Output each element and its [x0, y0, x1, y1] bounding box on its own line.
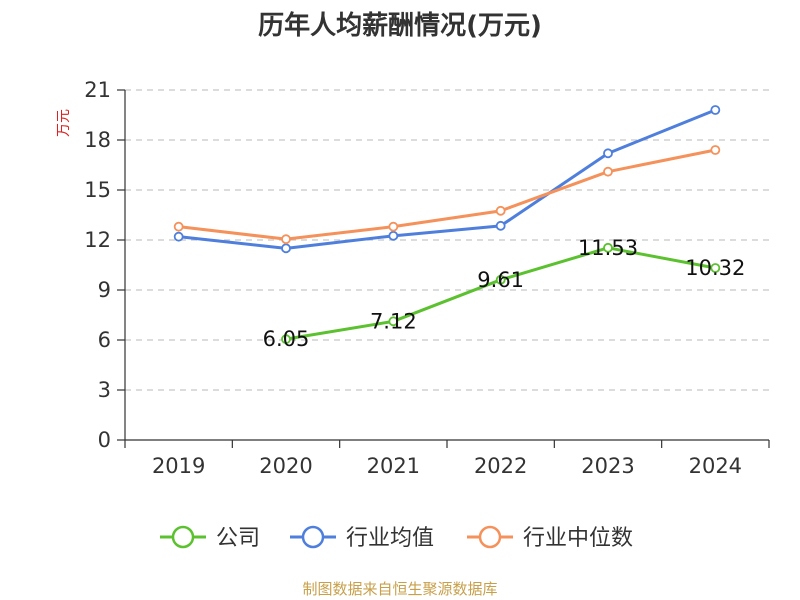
point-公司-2022[interactable]	[495, 274, 506, 285]
point-行业中位数-2019[interactable]	[173, 221, 184, 232]
point-行业均值-2019[interactable]	[173, 231, 184, 242]
y-axis-label: 万元	[56, 109, 72, 137]
data-label-2020: 6.05	[263, 327, 310, 351]
legend-label-行业中位数: 行业中位数	[523, 526, 633, 551]
x-tick-label-2019: 2019	[152, 454, 205, 478]
point-公司-2024[interactable]	[710, 263, 721, 273]
point-行业中位数-2024[interactable]	[710, 145, 721, 155]
y-tick-label-3: 3	[98, 378, 111, 402]
point-行业均值-2021[interactable]	[388, 230, 399, 241]
legend-marker-公司	[171, 525, 195, 549]
x-tick-label-2023: 2023	[581, 454, 634, 478]
data-label-2022: 9.61	[477, 268, 524, 292]
point-行业均值-2020[interactable]	[281, 243, 291, 254]
series-group	[173, 105, 721, 345]
y-ticks: 0 3 6 9 12 15 18 21	[84, 78, 125, 452]
point-行业均值-2024[interactable]	[710, 105, 721, 115]
point-行业均值-2022[interactable]	[495, 220, 506, 231]
point-公司-2023[interactable]	[603, 242, 613, 253]
y-tick-label-9: 9	[98, 278, 111, 302]
point-公司-2020[interactable]	[281, 334, 291, 345]
data-label-2023: 11.53	[578, 236, 638, 260]
y-tick-label-0: 0	[98, 428, 111, 452]
source-note: 制图数据来自恒生聚源数据库	[302, 580, 497, 598]
legend[interactable]: 公司 行业均值 行业中位数	[160, 525, 633, 551]
data-label-2021: 7.12	[370, 309, 417, 333]
x-tick-label-2024: 2024	[689, 454, 742, 478]
data-labels: 6.05 7.12 9.61 11.53 10.32	[263, 236, 746, 351]
data-label-2024: 10.32	[685, 256, 745, 280]
point-行业中位数-2020[interactable]	[281, 234, 291, 245]
grid-lines	[125, 89, 769, 391]
y-tick-label-6: 6	[98, 328, 111, 352]
x-tick-label-2021: 2021	[367, 454, 420, 478]
point-行业中位数-2023[interactable]	[603, 166, 613, 177]
y-tick-label-15: 15	[84, 178, 111, 202]
point-行业均值-2023[interactable]	[603, 148, 613, 159]
legend-item-行业均值[interactable]: 行业均值	[290, 525, 434, 551]
y-tick-label-18: 18	[84, 128, 111, 152]
legend-label-行业均值: 行业均值	[346, 526, 434, 551]
y-tick-label-12: 12	[84, 228, 111, 252]
point-行业中位数-2021[interactable]	[388, 221, 399, 232]
series-line-公司	[285, 246, 716, 341]
legend-label-公司: 公司	[216, 526, 260, 551]
point-公司-2021[interactable]	[388, 316, 399, 327]
legend-marker-行业均值	[301, 525, 325, 549]
point-行业中位数-2022[interactable]	[495, 205, 506, 216]
x-tick-label-2022: 2022	[474, 454, 527, 478]
x-tick-label-2020: 2020	[259, 454, 312, 478]
legend-item-公司[interactable]: 公司	[160, 525, 260, 551]
y-tick-label-21: 21	[84, 78, 111, 102]
legend-item-行业中位数[interactable]: 行业中位数	[467, 525, 633, 551]
series-line-行业中位数	[178, 148, 716, 241]
axes	[124, 90, 769, 441]
x-ticks: 2019 2020 2021 2022 2023 2024	[124, 440, 770, 478]
legend-marker-行业中位数	[478, 525, 502, 549]
series-line-行业均值	[178, 108, 716, 250]
chart-title: 历年人均薪酬情况(万元)	[258, 10, 542, 41]
